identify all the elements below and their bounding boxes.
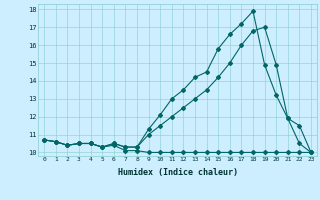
X-axis label: Humidex (Indice chaleur): Humidex (Indice chaleur) — [118, 168, 238, 177]
